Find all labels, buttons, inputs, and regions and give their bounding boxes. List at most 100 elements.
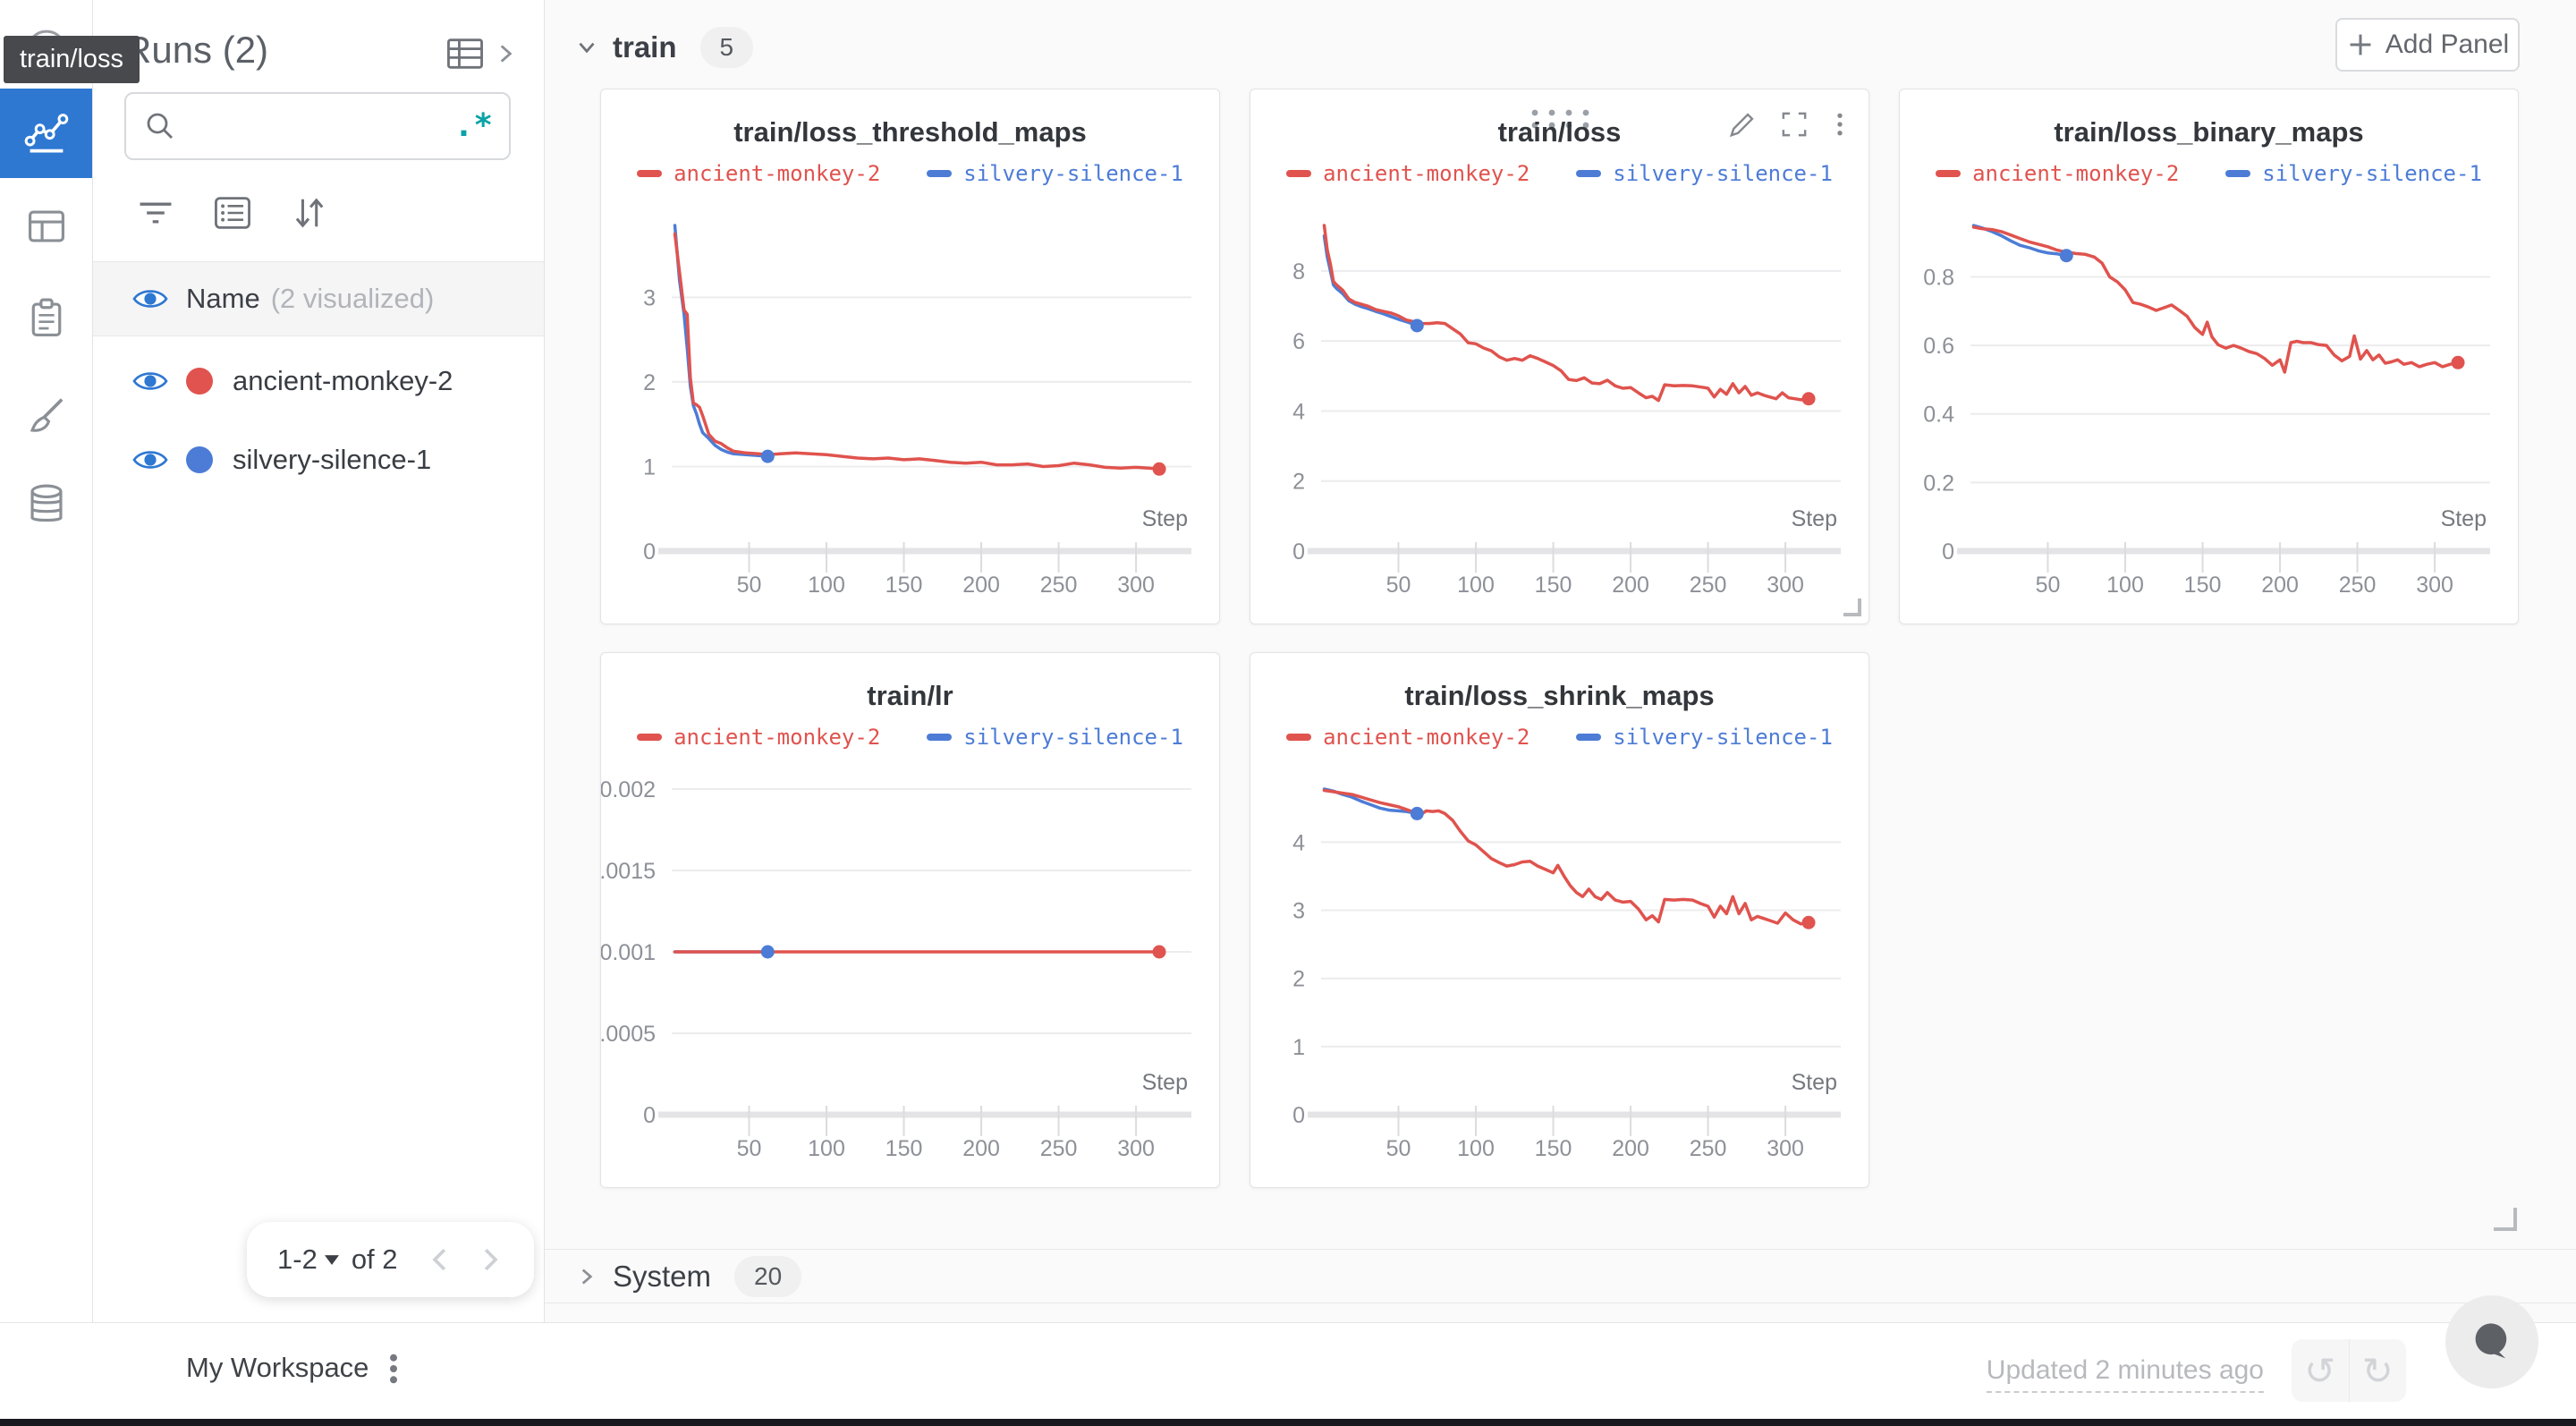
chart-panel[interactable]: train/loss_threshold_maps ancient-monkey-… bbox=[600, 89, 1220, 624]
svg-text:0: 0 bbox=[643, 539, 656, 564]
svg-text:200: 200 bbox=[962, 573, 1000, 598]
regex-toggle[interactable]: .* bbox=[453, 107, 493, 144]
legend-item[interactable]: silvery-silence-1 bbox=[927, 161, 1183, 186]
svg-text:250: 250 bbox=[1040, 573, 1078, 598]
legend-swatch-icon bbox=[637, 734, 663, 741]
svg-text:50: 50 bbox=[1386, 1136, 1411, 1161]
svg-text:0.001: 0.001 bbox=[601, 940, 656, 965]
sort-button[interactable] bbox=[285, 190, 332, 236]
undo-icon[interactable]: ↺ bbox=[2292, 1339, 2350, 1402]
svg-text:Step: Step bbox=[1792, 506, 1837, 531]
legend-swatch-icon bbox=[1576, 734, 1602, 741]
nav-item-table[interactable] bbox=[0, 182, 92, 271]
chart-plot[interactable]: 0 1 2 3 4 50 100 150 200 250 300 Step bbox=[1250, 653, 1870, 1189]
run-name: ancient-monkey-2 bbox=[233, 365, 453, 396]
legend-item[interactable]: ancient-monkey-2 bbox=[1286, 161, 1530, 186]
svg-text:200: 200 bbox=[1612, 1136, 1649, 1161]
legend-item[interactable]: silvery-silence-1 bbox=[2225, 161, 2482, 186]
legend-swatch-icon bbox=[927, 734, 953, 741]
legend-swatch-icon bbox=[1936, 170, 1962, 177]
chart-plot[interactable]: 0 0.0005 0.001 0.0015 0.002 50 100 150 200 250 300… bbox=[601, 653, 1221, 1189]
svg-text:100: 100 bbox=[1457, 1136, 1495, 1161]
chart-legend: ancient-monkey-2 silvery-silence-1 bbox=[1900, 161, 2518, 186]
chart-panel[interactable]: train/lr ancient-monkey-2 silvery-silence-… bbox=[600, 652, 1220, 1188]
brush-icon bbox=[22, 392, 71, 440]
legend-item[interactable]: ancient-monkey-2 bbox=[1936, 161, 2179, 186]
svg-text:2: 2 bbox=[1292, 967, 1305, 992]
prev-page-icon[interactable] bbox=[427, 1244, 453, 1276]
panel-resize-handle[interactable] bbox=[1843, 598, 1861, 616]
nav-item-sweeps[interactable] bbox=[0, 371, 92, 461]
svg-text:0.0015: 0.0015 bbox=[601, 859, 656, 884]
next-page-icon[interactable] bbox=[477, 1244, 504, 1276]
legend-label: ancient-monkey-2 bbox=[1972, 161, 2180, 186]
section-system[interactable]: System 20 bbox=[544, 1249, 2576, 1303]
run-color-dot bbox=[186, 368, 213, 395]
eye-icon[interactable] bbox=[131, 368, 170, 395]
chat-button[interactable] bbox=[2445, 1295, 2538, 1388]
section-resize-handle[interactable] bbox=[2494, 1208, 2517, 1231]
add-panel-label: Add Panel bbox=[2385, 30, 2510, 59]
run-row[interactable]: silvery-silence-1 bbox=[93, 420, 544, 499]
legend-label: ancient-monkey-2 bbox=[674, 161, 881, 186]
legend-item[interactable]: ancient-monkey-2 bbox=[637, 725, 880, 750]
updated-timestamp[interactable]: Updated 2 minutes ago bbox=[1986, 1355, 2264, 1393]
legend-label: ancient-monkey-2 bbox=[1323, 725, 1530, 750]
eye-icon[interactable] bbox=[131, 285, 170, 312]
svg-text:1: 1 bbox=[643, 454, 656, 480]
filter-button[interactable] bbox=[132, 190, 179, 236]
group-button[interactable] bbox=[209, 190, 256, 236]
svg-text:250: 250 bbox=[2339, 573, 2377, 598]
svg-text:1: 1 bbox=[1292, 1035, 1305, 1060]
legend-item[interactable]: silvery-silence-1 bbox=[927, 725, 1183, 750]
svg-text:200: 200 bbox=[962, 1136, 1000, 1161]
chevron-right-icon bbox=[573, 1263, 600, 1290]
run-color-dot bbox=[186, 446, 213, 473]
svg-text:0.4: 0.4 bbox=[1923, 403, 1954, 428]
workspace-menu-kebab-icon[interactable] bbox=[376, 1348, 411, 1389]
expand-sidebar-icon[interactable] bbox=[492, 40, 519, 67]
nav-item-charts[interactable] bbox=[0, 89, 92, 178]
svg-text:300: 300 bbox=[1767, 573, 1804, 598]
legend-item[interactable]: silvery-silence-1 bbox=[1576, 161, 1833, 186]
eye-icon[interactable] bbox=[131, 446, 170, 473]
add-panel-button[interactable]: Add Panel bbox=[2335, 18, 2520, 72]
pagination: 1-2 of 2 bbox=[247, 1222, 534, 1297]
drag-handle-icon[interactable] bbox=[1528, 107, 1590, 135]
footer-bar: My Workspace Updated 2 minutes ago ↺ ↻ bbox=[0, 1322, 2576, 1420]
line-chart-icon bbox=[22, 109, 71, 157]
chart-panel[interactable]: train/loss_shrink_maps ancient-monkey-2 si… bbox=[1250, 652, 1869, 1188]
chart-plot[interactable]: 0 1 2 3 50 100 150 200 250 300 Step bbox=[601, 89, 1221, 625]
chart-plot[interactable]: 0 0.2 0.4 0.6 0.8 50 100 150 200 250 300 Step bbox=[1900, 89, 2520, 625]
run-list-header[interactable]: Name (2 visualized) bbox=[93, 261, 544, 336]
svg-text:8: 8 bbox=[1292, 259, 1305, 284]
chart-plot[interactable]: 0 2 4 6 8 50 100 150 200 250 300 Step bbox=[1250, 89, 1870, 625]
edit-panel-icon[interactable] bbox=[1727, 109, 1758, 140]
page-size-selector[interactable]: 1-2 bbox=[277, 1244, 339, 1276]
clipboard-icon bbox=[22, 294, 71, 343]
svg-text:0.2: 0.2 bbox=[1923, 471, 1954, 496]
panel-menu-kebab-icon[interactable] bbox=[1831, 109, 1849, 140]
chart-title: train/lr bbox=[867, 680, 953, 711]
svg-text:300: 300 bbox=[1117, 1136, 1155, 1161]
svg-text:50: 50 bbox=[737, 573, 762, 598]
legend-item[interactable]: silvery-silence-1 bbox=[1576, 725, 1833, 750]
chart-panel[interactable]: train/loss_binary_maps ancient-monkey-2 si… bbox=[1899, 89, 2519, 624]
run-search[interactable]: .* bbox=[124, 92, 511, 160]
svg-text:150: 150 bbox=[2184, 573, 2222, 598]
runs-table-icon[interactable] bbox=[444, 32, 487, 75]
legend-item[interactable]: ancient-monkey-2 bbox=[1286, 725, 1530, 750]
run-row[interactable]: ancient-monkey-2 bbox=[93, 342, 544, 420]
nav-item-notes[interactable] bbox=[0, 274, 92, 363]
chart-panel[interactable]: train/loss ancient-monkey-2 silvery-silenc… bbox=[1250, 89, 1869, 624]
legend-swatch-icon bbox=[2225, 170, 2251, 177]
workspace-title: My Workspace bbox=[186, 1352, 369, 1383]
fullscreen-icon[interactable] bbox=[1779, 109, 1809, 140]
svg-text:300: 300 bbox=[2416, 573, 2453, 598]
redo-icon[interactable]: ↻ bbox=[2361, 1349, 2394, 1392]
search-input[interactable] bbox=[191, 110, 454, 142]
section-train[interactable]: train 5 bbox=[544, 16, 1763, 79]
legend-swatch-icon bbox=[637, 170, 663, 177]
nav-item-artifacts[interactable] bbox=[0, 460, 92, 549]
legend-item[interactable]: ancient-monkey-2 bbox=[637, 161, 880, 186]
